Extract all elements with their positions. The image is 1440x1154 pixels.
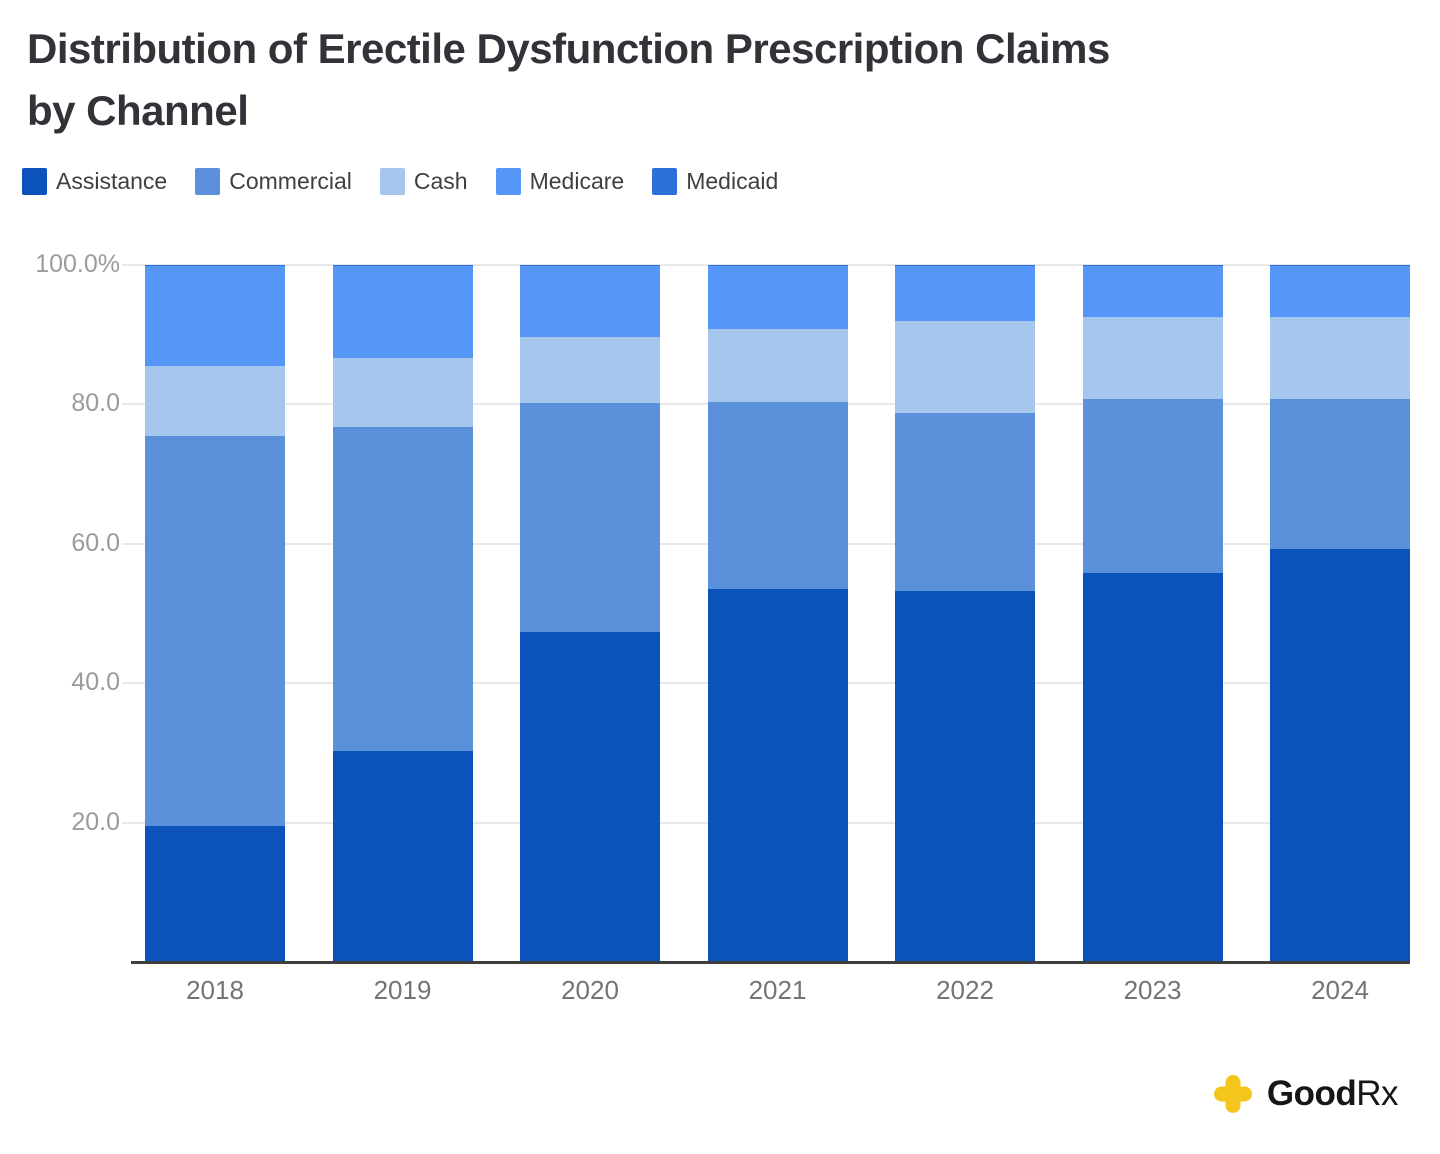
bar-segment-2024-assistance[interactable] bbox=[1270, 548, 1410, 962]
bar-2023 bbox=[1082, 265, 1223, 962]
bar-segment-2023-commercial[interactable] bbox=[1082, 398, 1223, 574]
gridline-100 bbox=[122, 264, 1410, 266]
y-tick-label-100: 100.0% bbox=[35, 250, 120, 278]
legend-swatch-assistance bbox=[22, 168, 47, 195]
bar-segment-2024-medicaid[interactable] bbox=[1270, 265, 1410, 267]
bar-segment-2019-medicaid[interactable] bbox=[332, 265, 473, 267]
bar-2022 bbox=[895, 265, 1035, 962]
y-tick-label-40: 40.0 bbox=[71, 668, 120, 697]
legend-swatch-commercial bbox=[195, 168, 221, 195]
bar-segment-2023-medicare[interactable] bbox=[1082, 266, 1223, 318]
bar-segment-2023-assistance[interactable] bbox=[1082, 573, 1223, 962]
goodrx-logo-text: GoodRx bbox=[1266, 1074, 1399, 1114]
bar-segment-2022-medicare[interactable] bbox=[895, 266, 1035, 321]
bar-2021 bbox=[707, 265, 848, 962]
goodrx-logo: GoodRx bbox=[1211, 1072, 1398, 1116]
bar-segment-2022-medicaid[interactable] bbox=[895, 265, 1035, 267]
legend-item-medicaid[interactable]: Medicaid bbox=[652, 168, 778, 195]
bar-segment-2021-medicare[interactable] bbox=[707, 266, 848, 330]
x-label-2023: 2023 bbox=[1123, 975, 1182, 1005]
legend-swatch-medicare bbox=[495, 168, 521, 195]
bar-segment-2023-cash[interactable] bbox=[1082, 317, 1223, 399]
x-axis-line bbox=[131, 961, 1410, 964]
bar-segment-2022-assistance[interactable] bbox=[895, 591, 1035, 962]
bar-segment-2018-medicare[interactable] bbox=[145, 266, 285, 367]
bar-segment-2021-cash[interactable] bbox=[707, 329, 848, 402]
bar-segment-2021-medicaid[interactable] bbox=[707, 265, 848, 267]
legend-swatch-cash bbox=[379, 168, 405, 195]
goodrx-logo-text-bold: Good bbox=[1266, 1074, 1357, 1113]
bar-segment-2020-cash[interactable] bbox=[520, 336, 660, 404]
bar-2019 bbox=[332, 265, 473, 962]
bar-segment-2019-assistance[interactable] bbox=[332, 750, 473, 962]
bar-2020 bbox=[520, 265, 660, 962]
y-tick-label-20: 20.0 bbox=[71, 807, 120, 836]
legend-item-commercial[interactable]: Commercial bbox=[195, 168, 352, 195]
bar-2018 bbox=[145, 265, 285, 962]
bar-segment-2020-assistance[interactable] bbox=[520, 632, 660, 962]
legend-label: Commercial bbox=[229, 168, 352, 194]
legend-swatch-medicaid bbox=[652, 168, 678, 195]
chart-title-line2: by Channel bbox=[27, 87, 249, 134]
legend-item-medicare[interactable]: Medicare bbox=[495, 168, 625, 195]
chart-title-line1: Distribution of Erectile Dysfunction Pre… bbox=[27, 25, 1110, 72]
bar-segment-2024-cash[interactable] bbox=[1270, 317, 1410, 399]
bar-segment-2019-cash[interactable] bbox=[332, 357, 473, 427]
x-label-2021: 2021 bbox=[748, 975, 807, 1005]
x-label-2019: 2019 bbox=[373, 975, 432, 1005]
bars-container bbox=[135, 265, 1410, 962]
legend-label: Medicare bbox=[529, 168, 625, 194]
bar-2024 bbox=[1270, 265, 1410, 962]
legend-item-assistance[interactable]: Assistance bbox=[22, 168, 167, 195]
plot-area: 100.0% 80.0 60.0 40.0 20.0 bbox=[35, 250, 1410, 964]
x-axis-labels: 2018 2019 2020 2021 2022 2023 2024 bbox=[135, 975, 1410, 1006]
goodrx-logo-text-light: Rx bbox=[1356, 1074, 1398, 1113]
bar-segment-2020-medicaid[interactable] bbox=[520, 265, 660, 267]
legend-label: Assistance bbox=[56, 168, 168, 194]
bar-segment-2020-commercial[interactable] bbox=[520, 403, 660, 633]
bar-segment-2018-commercial[interactable] bbox=[145, 435, 285, 827]
x-label-2020: 2020 bbox=[561, 975, 619, 1005]
x-label-2022: 2022 bbox=[936, 975, 994, 1005]
bar-segment-2021-assistance[interactable] bbox=[707, 589, 848, 962]
legend: Assistance Commercial Cash Medicare Medicaid bbox=[22, 168, 778, 195]
bar-segment-2022-commercial[interactable] bbox=[895, 412, 1035, 592]
chart-title: Distribution of Erectile Dysfunction Pre… bbox=[27, 18, 1417, 142]
bar-segment-2018-cash[interactable] bbox=[145, 366, 285, 436]
legend-label: Medicaid bbox=[686, 168, 779, 194]
x-label-2018: 2018 bbox=[186, 975, 244, 1005]
legend-label: Cash bbox=[413, 168, 468, 194]
bar-segment-2019-medicare[interactable] bbox=[332, 266, 473, 358]
bar-segment-2019-commercial[interactable] bbox=[332, 426, 473, 751]
bar-segment-2023-medicaid[interactable] bbox=[1082, 265, 1223, 267]
bar-segment-2024-medicare[interactable] bbox=[1270, 266, 1410, 318]
bar-segment-2018-assistance[interactable] bbox=[145, 826, 285, 962]
bar-segment-2021-commercial[interactable] bbox=[707, 401, 848, 590]
bar-segment-2018-medicaid[interactable] bbox=[145, 265, 285, 267]
y-tick-label-80: 80.0 bbox=[71, 389, 120, 418]
legend-item-cash[interactable]: Cash bbox=[379, 168, 468, 195]
goodrx-plus-icon bbox=[1213, 1075, 1252, 1113]
x-label-2024: 2024 bbox=[1311, 975, 1369, 1005]
bar-segment-2020-medicare[interactable] bbox=[520, 266, 660, 337]
y-tick-label-60: 60.0 bbox=[71, 528, 120, 557]
bar-segment-2024-commercial[interactable] bbox=[1270, 398, 1410, 549]
bar-segment-2022-cash[interactable] bbox=[895, 320, 1035, 413]
